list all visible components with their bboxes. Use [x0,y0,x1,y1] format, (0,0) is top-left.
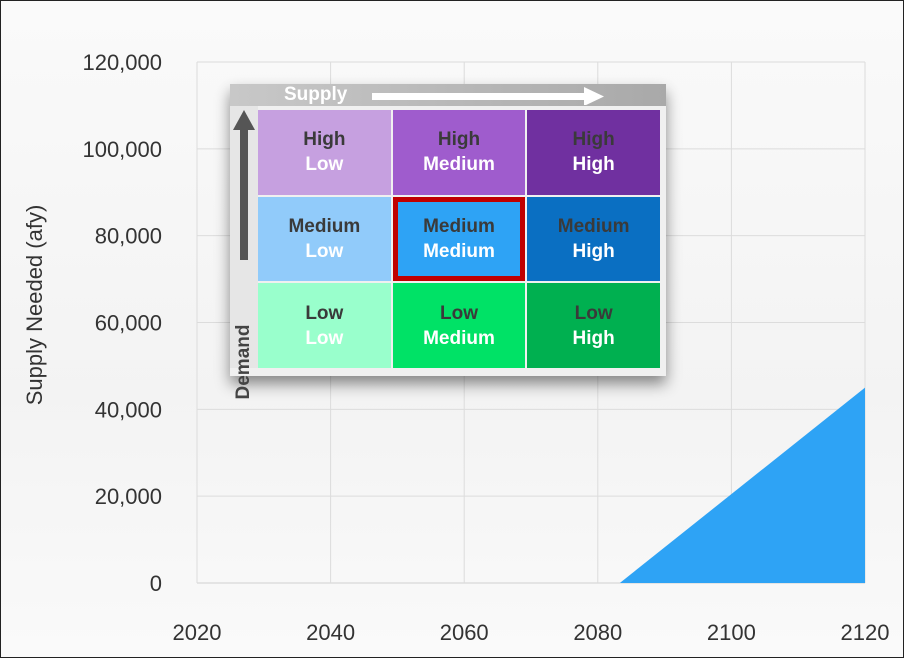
supply-level-label: High [572,154,615,176]
supply-header: Supply [230,84,666,106]
supply-level-label: High [572,240,615,262]
matrix-cell-high-low: High Low [258,110,391,195]
x-tick-label: 2060 [440,620,489,645]
supply-level-label: Low [305,154,344,176]
scenario-grid: High Low High Medium High High Medium Low Medium… [258,110,660,368]
y-tick-label: 120,000 [82,50,162,75]
matrix-cell-high-medium: High Medium [392,110,526,195]
x-tick-label: 2120 [841,620,890,645]
supply-level-label: Low [305,327,344,349]
y-tick-label: 100,000 [82,137,162,162]
demand-level-label: Medium [288,215,361,237]
matrix-cell-medium-medium: Medium Medium [392,196,526,282]
y-tick-label: 80,000 [95,224,162,249]
x-tick-label: 2040 [306,620,355,645]
up-arrow-icon [233,110,255,260]
supply-level-label: High [572,327,615,349]
area-series-fill [619,387,865,583]
demand-level-label: Medium [557,215,630,237]
y-tick-labels: 0 20,000 40,000 60,000 80,000 100,000 120,000 [82,50,162,596]
y-tick-label: 20,000 [95,484,162,509]
demand-level-label: High [437,129,481,151]
y-tick-label: 40,000 [95,397,162,422]
y-axis-label: Supply Needed (afy) [22,205,47,406]
supply-level-label: Medium [423,240,495,262]
y-tick-label: 60,000 [95,311,162,336]
demand-header: Demand [230,106,258,399]
x-tick-label: 2100 [707,620,756,645]
supply-label: Supply [284,84,348,105]
demand-level-label: High [303,129,346,151]
matrix-cell-low-medium: Low Medium [392,283,526,368]
demand-label: Demand [233,324,254,400]
x-tick-label: 2020 [173,620,222,645]
matrix-cell-medium-high: Medium High [527,196,660,282]
demand-level-label: Medium [423,215,495,237]
supply-level-label: Low [305,240,344,262]
matrix-cell-low-high: Low High [527,283,660,368]
scenario-matrix: Supply Demand High Low High Medium High High M… [230,84,666,399]
matrix-cell-low-low: Low Low [258,283,391,368]
x-tick-label: 2080 [573,620,622,645]
right-arrow-icon [372,87,604,105]
matrix-cell-high-high: High High [527,110,660,195]
supply-level-label: Medium [423,154,495,176]
area-series [619,387,865,583]
supply-level-label: Medium [423,327,495,349]
matrix-cell-medium-low: Medium Low [258,196,391,282]
x-tick-labels: 2020 2040 2060 2080 2100 2120 [173,620,890,645]
y-tick-label: 0 [150,571,162,596]
demand-level-label: High [572,129,615,151]
demand-level-label: Low [574,302,613,324]
demand-level-label: Low [439,302,478,324]
demand-level-label: Low [305,302,344,324]
